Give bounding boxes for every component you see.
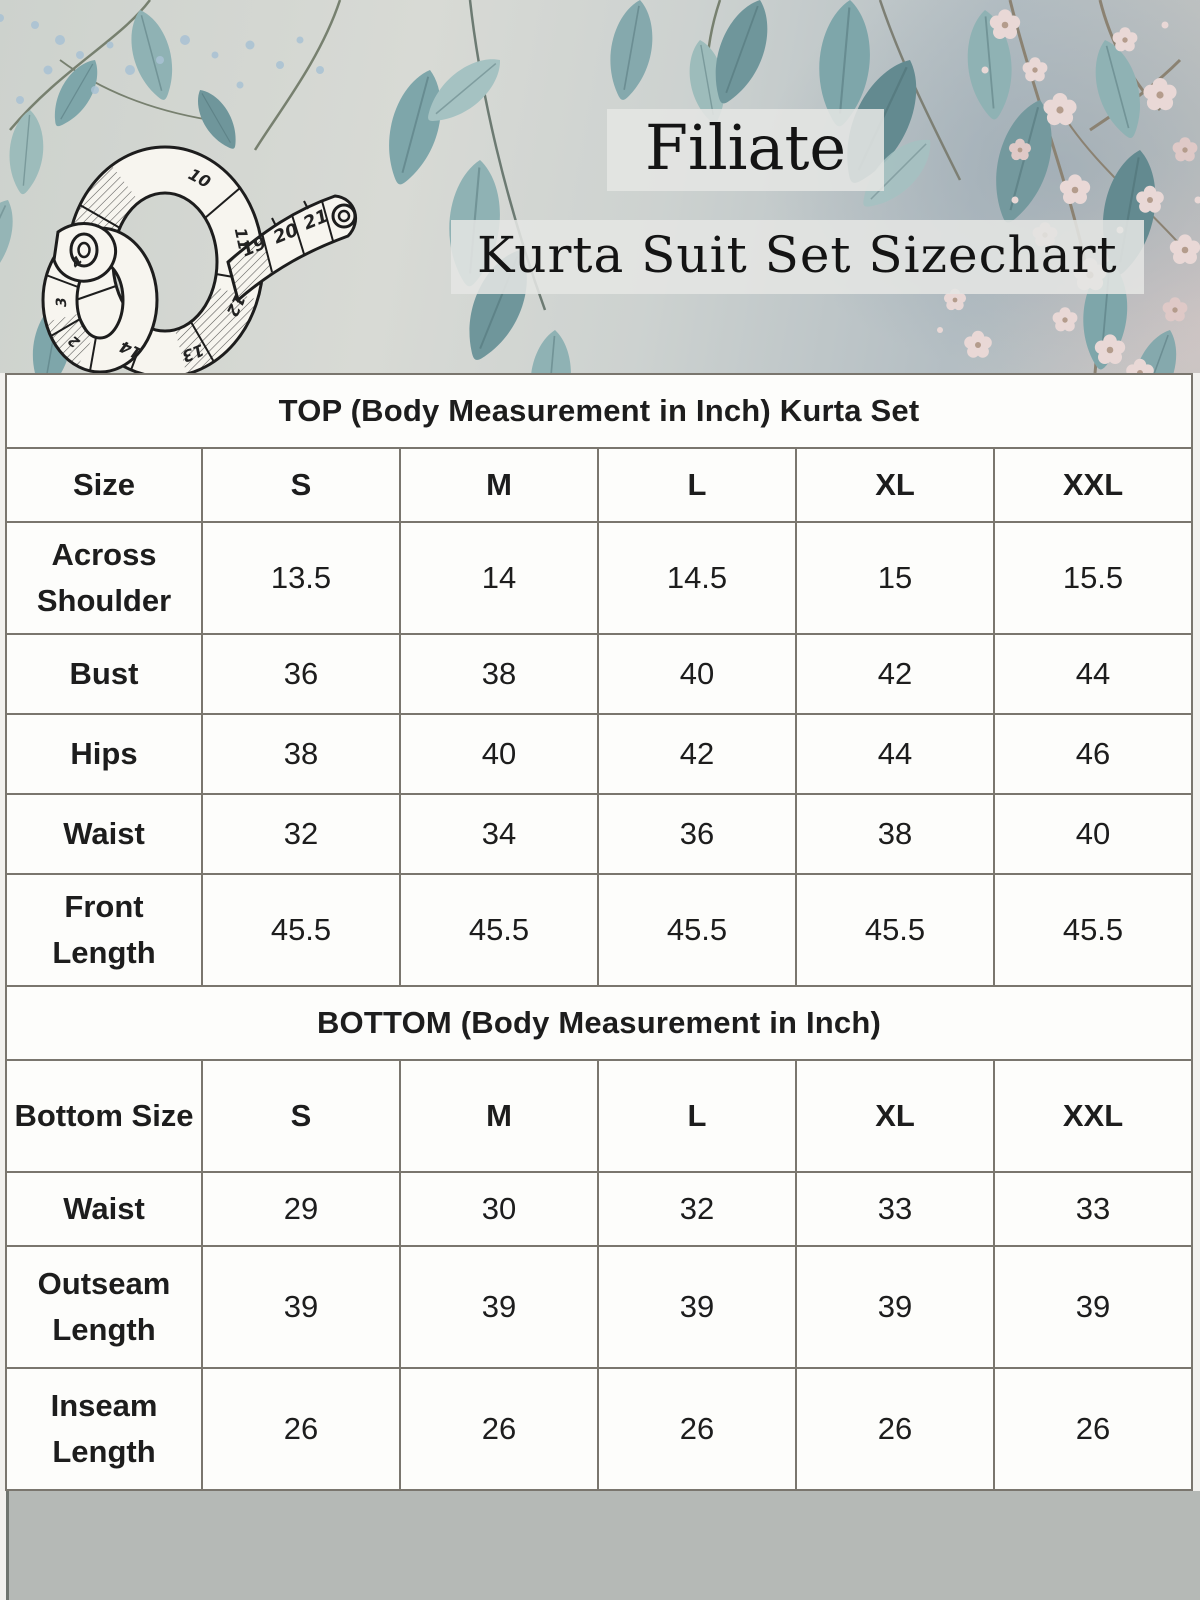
sizechart-table: TOP (Body Measurement in Inch) Kurta Set…: [5, 373, 1193, 1491]
value-cell: 26: [795, 1367, 995, 1491]
row-label: Across Shoulder: [5, 521, 203, 635]
sizechart-container: TOP (Body Measurement in Inch) Kurta Set…: [5, 373, 1193, 1491]
value-cell: 44: [993, 633, 1193, 715]
table-row: Bust 36 38 40 42 44: [5, 633, 1193, 715]
value-cell: 40: [399, 713, 599, 795]
row-label: Waist: [5, 793, 203, 875]
page-subtitle: Kurta Suit Set Sizechart: [451, 220, 1144, 294]
row-label: Waist: [5, 1171, 203, 1247]
size-header: M: [399, 1059, 599, 1173]
value-cell: 40: [597, 633, 797, 715]
value-cell: 15.5: [993, 521, 1193, 635]
value-cell: 14.5: [597, 521, 797, 635]
tape-number: 3: [54, 297, 70, 307]
size-header: L: [597, 1059, 797, 1173]
row-label: Bust: [5, 633, 203, 715]
value-cell: 14: [399, 521, 599, 635]
value-cell: 36: [597, 793, 797, 875]
value-cell: 46: [993, 713, 1193, 795]
table-row: Waist 32 34 36 38 40: [5, 793, 1193, 875]
size-header: XL: [795, 447, 995, 523]
blossom-art: [937, 9, 1200, 373]
table-row: Front Length 45.5 45.5 45.5 45.5 45.5: [5, 873, 1193, 987]
value-cell: 39: [993, 1245, 1193, 1369]
size-header: XXL: [993, 1059, 1193, 1173]
value-cell: 45.5: [399, 873, 599, 987]
value-cell: 38: [201, 713, 401, 795]
value-cell: 42: [795, 633, 995, 715]
value-cell: 30: [399, 1171, 599, 1247]
value-cell: 42: [597, 713, 797, 795]
value-cell: 26: [993, 1367, 1193, 1491]
row-label: Inseam Length: [5, 1367, 203, 1491]
size-header-label: Size: [5, 447, 203, 523]
value-cell: 32: [201, 793, 401, 875]
tape-measure-illustration: 19 20 21 10 11 12 13 14 2 3 4: [41, 145, 358, 373]
value-cell: 45.5: [993, 873, 1193, 987]
row-label: Outseam Length: [5, 1245, 203, 1369]
size-header: S: [201, 1059, 401, 1173]
bottom-table-title: BOTTOM (Body Measurement in Inch): [5, 985, 1193, 1061]
table-row: Waist 29 30 32 33 33: [5, 1171, 1193, 1247]
value-cell: 13.5: [201, 521, 401, 635]
table-row: Outseam Length 39 39 39 39 39: [5, 1245, 1193, 1369]
value-cell: 39: [399, 1245, 599, 1369]
row-label: Front Length: [5, 873, 203, 987]
tape-number: 11: [231, 226, 254, 252]
value-cell: 26: [201, 1367, 401, 1491]
size-header: M: [399, 447, 599, 523]
value-cell: 33: [795, 1171, 995, 1247]
size-header-label: Bottom Size: [5, 1059, 203, 1173]
value-cell: 36: [201, 633, 401, 715]
table-row: Hips 38 40 42 44 46: [5, 713, 1193, 795]
row-label: Hips: [5, 713, 203, 795]
value-cell: 34: [399, 793, 599, 875]
value-cell: 26: [399, 1367, 599, 1491]
blue-flower-art: [0, 14, 324, 104]
size-header-row: Bottom Size S M L XL XXL: [5, 1059, 1193, 1173]
value-cell: 45.5: [597, 873, 797, 987]
value-cell: 39: [795, 1245, 995, 1369]
branch-art: [9, 0, 962, 311]
value-cell: 15: [795, 521, 995, 635]
value-cell: 29: [201, 1171, 401, 1247]
top-table-title-row: TOP (Body Measurement in Inch) Kurta Set: [5, 373, 1193, 449]
value-cell: 44: [795, 713, 995, 795]
value-cell: 45.5: [201, 873, 401, 987]
value-cell: 40: [993, 793, 1193, 875]
value-cell: 38: [399, 633, 599, 715]
value-cell: 39: [201, 1245, 401, 1369]
size-header: XXL: [993, 447, 1193, 523]
value-cell: 45.5: [795, 873, 995, 987]
value-cell: 32: [597, 1171, 797, 1247]
size-header: XL: [795, 1059, 995, 1173]
size-header: S: [201, 447, 401, 523]
size-header-row: Size S M L XL XXL: [5, 447, 1193, 523]
table-row: Inseam Length 26 26 26 26 26: [5, 1367, 1193, 1491]
size-header: L: [597, 447, 797, 523]
brand-title: Filiate: [607, 109, 885, 191]
header-artwork: 19 20 21 10 11 12 13 14 2 3 4: [0, 0, 1200, 373]
bottom-table-title-row: BOTTOM (Body Measurement in Inch): [5, 985, 1193, 1061]
table-row: Across Shoulder 13.5 14 14.5 15 15.5: [5, 521, 1193, 635]
footer-strip: [6, 1491, 1200, 1600]
top-table-title: TOP (Body Measurement in Inch) Kurta Set: [5, 373, 1193, 449]
value-cell: 33: [993, 1171, 1193, 1247]
value-cell: 39: [597, 1245, 797, 1369]
value-cell: 38: [795, 793, 995, 875]
value-cell: 26: [597, 1367, 797, 1491]
header-banner: 19 20 21 10 11 12 13 14 2 3 4 Filiate Ku…: [0, 0, 1200, 373]
